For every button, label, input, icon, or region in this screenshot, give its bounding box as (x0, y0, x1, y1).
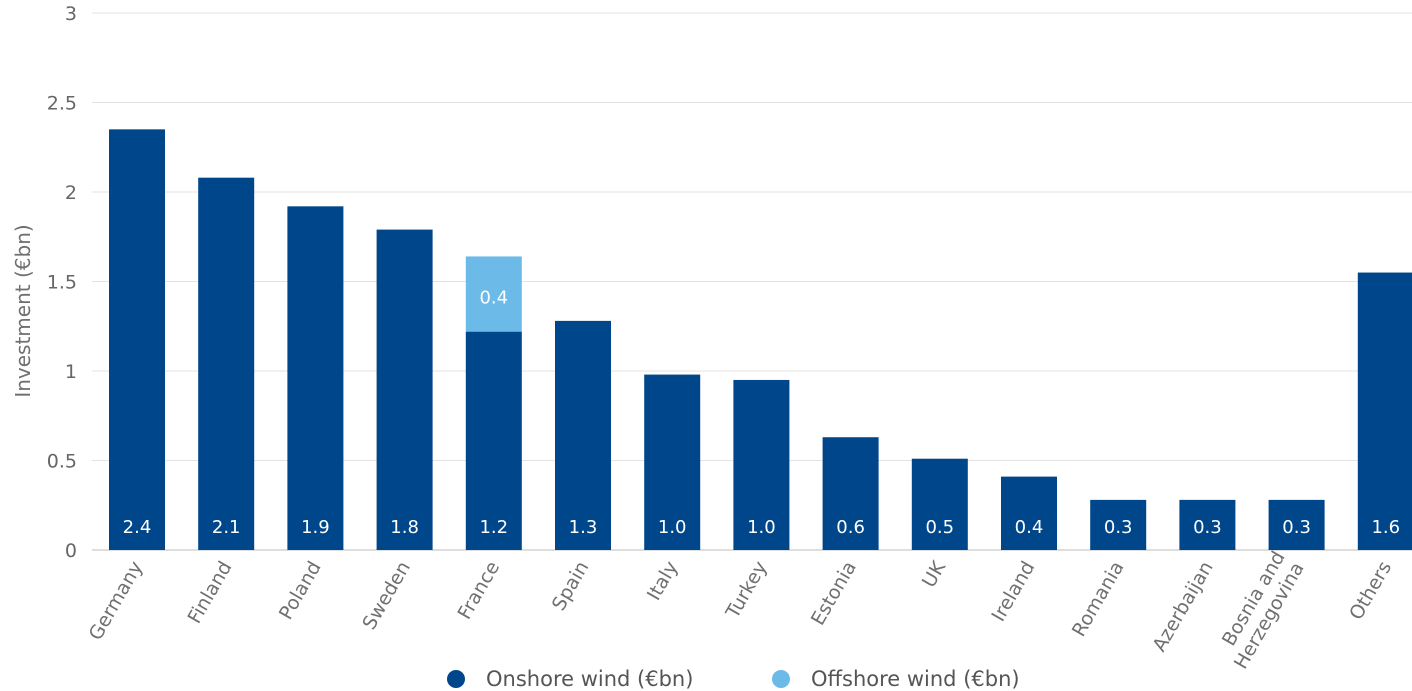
x-tick-label: Azerbaijan (1148, 558, 1217, 656)
data-label: 0.4 (1015, 517, 1044, 538)
y-tick-label: 3 (65, 3, 77, 25)
data-label: 0.4 (479, 287, 508, 308)
data-label: 1.6 (1371, 517, 1400, 538)
legend: Onshore wind (€bn) Offshore wind (€bn) (447, 667, 1020, 691)
legend-offshore-label: Offshore wind (€bn) (811, 667, 1020, 691)
bar-onshore (1179, 499, 1236, 550)
legend-offshore-marker (772, 670, 790, 688)
data-label: 2.4 (123, 517, 152, 538)
bar-onshore (644, 374, 701, 550)
bar-onshore (1090, 499, 1147, 550)
x-axis-categories: Germany Finland Poland Sweden France Spain Ita… (85, 548, 1397, 673)
data-labels: 2.4 2.1 1.9 1.8 1.2 0.4 1.3 1.0 1.0 0.6 0.5 0.4 0.3 0… (123, 287, 1400, 538)
data-label: 2.1 (212, 517, 241, 538)
legend-onshore-label: Onshore wind (€bn) (486, 667, 693, 691)
x-tick-label: France (453, 558, 504, 624)
x-tick-label: Germany (85, 558, 148, 645)
data-label: 0.5 (925, 517, 954, 538)
x-tick-label: Sweden (358, 558, 415, 634)
x-tick-label: Romania (1068, 558, 1129, 641)
bar-onshore (109, 129, 165, 550)
data-label: 1.3 (569, 517, 598, 538)
data-label: 0.3 (1104, 517, 1133, 538)
bars (109, 129, 1412, 550)
legend-onshore-marker (447, 670, 465, 688)
y-tick-label: 1.5 (47, 272, 77, 294)
x-tick-label: Spain (548, 558, 594, 615)
x-tick-label: UK (918, 557, 951, 591)
x-tick-label: Poland (275, 558, 326, 624)
x-tick-label: Turkey (721, 558, 771, 623)
y-tick-label: 2 (65, 182, 77, 204)
data-label: 1.2 (479, 517, 508, 538)
y-tick-label: 1 (65, 361, 77, 383)
y-tick-label: 0 (65, 540, 77, 562)
x-tick-label: Bosnia andHerzegovina (1211, 548, 1309, 673)
data-label: 1.0 (658, 517, 687, 538)
data-label: 1.0 (747, 517, 776, 538)
bar-onshore (465, 331, 522, 550)
x-tick-label: Others (1345, 558, 1396, 624)
bar-onshore (911, 458, 968, 550)
bar-offshore (465, 256, 522, 332)
y-axis-ticks: 0 0.5 1 1.5 2 2.5 3 (47, 3, 77, 562)
bar-onshore (1001, 476, 1057, 550)
x-tick-label: Italy (643, 558, 683, 605)
bar-onshore (376, 229, 433, 550)
y-axis-label: Investment (€bn) (11, 224, 35, 397)
y-tick-label: 2.5 (47, 93, 77, 115)
data-label: 0.6 (836, 517, 865, 538)
bar-onshore (733, 379, 790, 550)
data-label: 1.9 (301, 517, 330, 538)
bar-onshore (287, 206, 344, 550)
bar-onshore (1357, 272, 1412, 550)
data-label: 0.3 (1282, 517, 1311, 538)
y-tick-label: 0.5 (47, 451, 77, 473)
x-tick-label: Estonia (807, 558, 861, 630)
x-tick-label: Finland (184, 558, 237, 628)
bar-onshore (555, 320, 611, 550)
x-tick-label: Ireland (987, 558, 1039, 626)
bar-onshore (198, 177, 255, 550)
data-label: 1.8 (390, 517, 419, 538)
data-label: 0.3 (1193, 517, 1222, 538)
bar-onshore (1268, 499, 1325, 550)
bar-onshore (822, 437, 879, 550)
